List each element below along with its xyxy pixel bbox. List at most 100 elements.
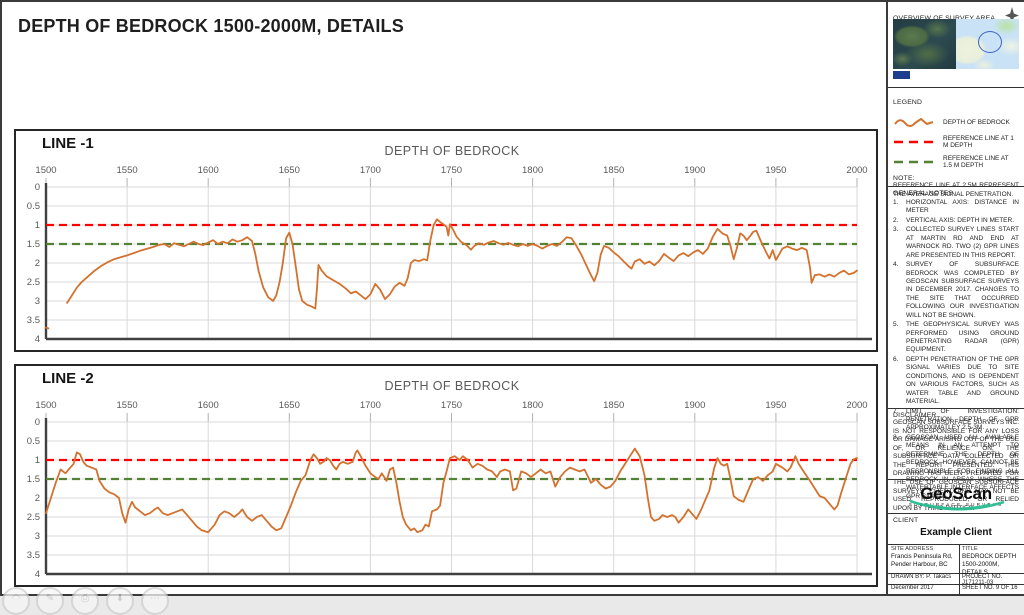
svg-text:0.5: 0.5 xyxy=(27,201,40,212)
drawing-sheet: DEPTH OF BEDROCK 1500-2000M, DETAILS 150… xyxy=(0,0,1024,596)
title-block-divider xyxy=(959,545,960,595)
satellite-map-thumbnail xyxy=(893,19,956,69)
line2-label: LINE -2 xyxy=(42,370,94,387)
svg-text:3: 3 xyxy=(35,296,40,307)
general-note-item: 1. HORIZONTAL AXIS: DISTANCE IN METER xyxy=(893,199,1019,216)
general-note-item: 3. COLLECTED SURVEY LINES START AT MARTIN… xyxy=(893,226,1019,260)
note-text: HORIZONTAL AXIS: DISTANCE IN METER xyxy=(906,199,1019,215)
red-dash-swatch-icon xyxy=(894,140,934,144)
note-text: THE GEOPHYSICAL SURVEY WAS PERFORMED USI… xyxy=(906,321,1019,354)
client-label: CLIENT xyxy=(893,517,919,524)
svg-text:3.5: 3.5 xyxy=(27,550,40,561)
svg-text:0: 0 xyxy=(35,182,40,193)
general-note-item: 5. THE GEOPHYSICAL SURVEY WAS PERFORMED U… xyxy=(893,321,1019,355)
sidebar: OVERVIEW OF SURVEY AREA LEGEND DEPTH OF … xyxy=(886,2,1024,595)
overview-title: OVERVIEW OF SURVEY AREA xyxy=(893,15,995,22)
svg-text:1550: 1550 xyxy=(117,400,138,411)
client-name: Example Client xyxy=(920,527,992,538)
toolbar-button-5[interactable]: ⋯ xyxy=(141,587,169,615)
svg-text:2000: 2000 xyxy=(846,400,867,411)
overview-maps xyxy=(893,19,1019,69)
svg-text:2.5: 2.5 xyxy=(27,512,40,523)
disclaimer-panel: DISCLAIMER GEOSCAN SUBSURFACE SURVEYS IN… xyxy=(888,408,1024,512)
svg-text:1500: 1500 xyxy=(35,400,56,411)
svg-text:2: 2 xyxy=(35,493,40,504)
svg-text:1750: 1750 xyxy=(441,400,462,411)
logo-panel: GeoScan SUBSURFACE SURVEYS xyxy=(888,479,1024,513)
toolbar-icon-1: ◠ xyxy=(11,593,21,604)
note-title: NOTE: xyxy=(893,175,915,182)
svg-text:1700: 1700 xyxy=(360,165,381,176)
note-text: VERTICAL AXIS: DEPTH IN METER. xyxy=(906,216,1014,224)
line1-depth-chart: 1500 1550 1600 1650 1700 1750 1800 1850 1900 1950… xyxy=(14,129,878,352)
svg-text:1950: 1950 xyxy=(765,400,786,411)
line1-label: LINE -1 xyxy=(42,135,94,152)
svg-text:3.5: 3.5 xyxy=(27,315,40,326)
pencil-icon: ✎ xyxy=(45,593,55,604)
svg-text:2: 2 xyxy=(35,258,40,269)
svg-text:1850: 1850 xyxy=(603,400,624,411)
svg-text:1: 1 xyxy=(35,455,40,466)
note-number: 1. xyxy=(893,199,899,206)
site-address-value: Francis Peninsula Rd, Pender Harbour, BC xyxy=(891,553,953,568)
svg-text:1950: 1950 xyxy=(765,165,786,176)
line2-chart-title: DEPTH OF BEDROCK xyxy=(384,379,520,393)
note-number: 5. xyxy=(893,321,899,329)
line1-chart-title: DEPTH OF BEDROCK xyxy=(384,144,520,158)
legend-item-label: DEPTH OF BEDROCK xyxy=(943,118,1010,126)
svg-text:1700: 1700 xyxy=(360,400,381,411)
note-number: 7. xyxy=(893,407,899,415)
note-text: REFERENCE LINE AT 2.5M REPRESENT THE AVE… xyxy=(893,182,1019,198)
project-no-cell: PROJECT NO. J171211-03 xyxy=(962,574,1003,586)
svg-text:4: 4 xyxy=(35,334,40,345)
legend-item-ref1m: REFERENCE LINE AT 1 M DEPTH xyxy=(893,135,1019,149)
toolbar-button-2[interactable]: ✎ xyxy=(36,587,64,615)
svg-text:1900: 1900 xyxy=(684,165,705,176)
legend-title: LEGEND xyxy=(893,99,923,106)
toolbar-button-3[interactable]: ⎙ xyxy=(71,587,99,615)
client-panel: CLIENT Example Client xyxy=(888,513,1024,544)
general-note-item: 2. VERTICAL AXIS: DEPTH IN METER. xyxy=(893,217,1019,225)
svg-text:1900: 1900 xyxy=(684,400,705,411)
note-number: 8. xyxy=(893,433,899,441)
note-text: DEPTH PENETRATION OF THE GPR SIGNAL VARI… xyxy=(906,355,1019,406)
legend-item-label: REFERENCE LINE AT 1 M DEPTH xyxy=(943,135,1014,149)
north-arrow-icon xyxy=(1005,7,1019,25)
more-icon: ⋯ xyxy=(150,593,160,604)
general-note-item: 7. LIMIT OF INVESTIGATION: PENETRATION DE… xyxy=(893,408,1019,433)
svg-text:3: 3 xyxy=(35,531,40,542)
svg-text:0: 0 xyxy=(35,417,40,428)
general-notes-panel: GENERAL NOTES 1. HORIZONTAL AXIS: DISTANC… xyxy=(888,186,1024,500)
title-value: BEDROCK DEPTH 1500-2000M, DETAILS xyxy=(962,553,1017,576)
overview-panel: OVERVIEW OF SURVEY AREA xyxy=(888,4,1024,87)
svg-text:1.5: 1.5 xyxy=(27,239,40,250)
date-cell: December 2017 xyxy=(891,585,934,591)
legend-item-bedrock: DEPTH OF BEDROCK xyxy=(893,115,1019,129)
note-text: SURVEY OF SUBSURFACE BEDROCK WAS COMPLET… xyxy=(906,261,1019,319)
map-attribution-chip xyxy=(893,71,910,79)
svg-text:1650: 1650 xyxy=(279,400,300,411)
orange-line-swatch-icon xyxy=(894,117,934,127)
svg-text:1650: 1650 xyxy=(279,165,300,176)
legend-item-label: REFERENCE LINE AT 1.5 M DEPTH xyxy=(943,155,1009,169)
download-icon: ⬇ xyxy=(115,593,125,604)
road-map-thumbnail xyxy=(956,19,1019,69)
site-address-label: SITE ADDRESS xyxy=(891,546,934,552)
svg-text:2000: 2000 xyxy=(846,165,867,176)
toolbar-button-1[interactable]: ◠ xyxy=(2,587,30,615)
geoscan-logo: GeoScan SUBSURFACE SURVEYS xyxy=(893,483,1019,511)
general-note-item: 6. DEPTH PENETRATION OF THE GPR SIGNAL VA… xyxy=(893,356,1019,407)
drawn-by-cell: DRAWN BY: P. Takacs xyxy=(891,574,952,580)
title-block: SITE ADDRESS Francis Peninsula Rd, Pende… xyxy=(888,544,1024,595)
title-label: TITLE xyxy=(962,546,978,552)
svg-text:1800: 1800 xyxy=(522,165,543,176)
svg-text:0.5: 0.5 xyxy=(27,436,40,447)
general-note-item: 4. SURVEY OF SUBSURFACE BEDROCK WAS COMPL… xyxy=(893,261,1019,320)
note-number: 2. xyxy=(893,216,899,224)
logo-signal-arcs-icon xyxy=(909,500,1005,511)
legend-panel: LEGEND DEPTH OF BEDROCK REFERENCE LINE A… xyxy=(888,87,1024,198)
toolbar-button-4[interactable]: ⬇ xyxy=(106,587,134,615)
note-number: 6. xyxy=(893,355,899,363)
svg-text:1600: 1600 xyxy=(198,400,219,411)
